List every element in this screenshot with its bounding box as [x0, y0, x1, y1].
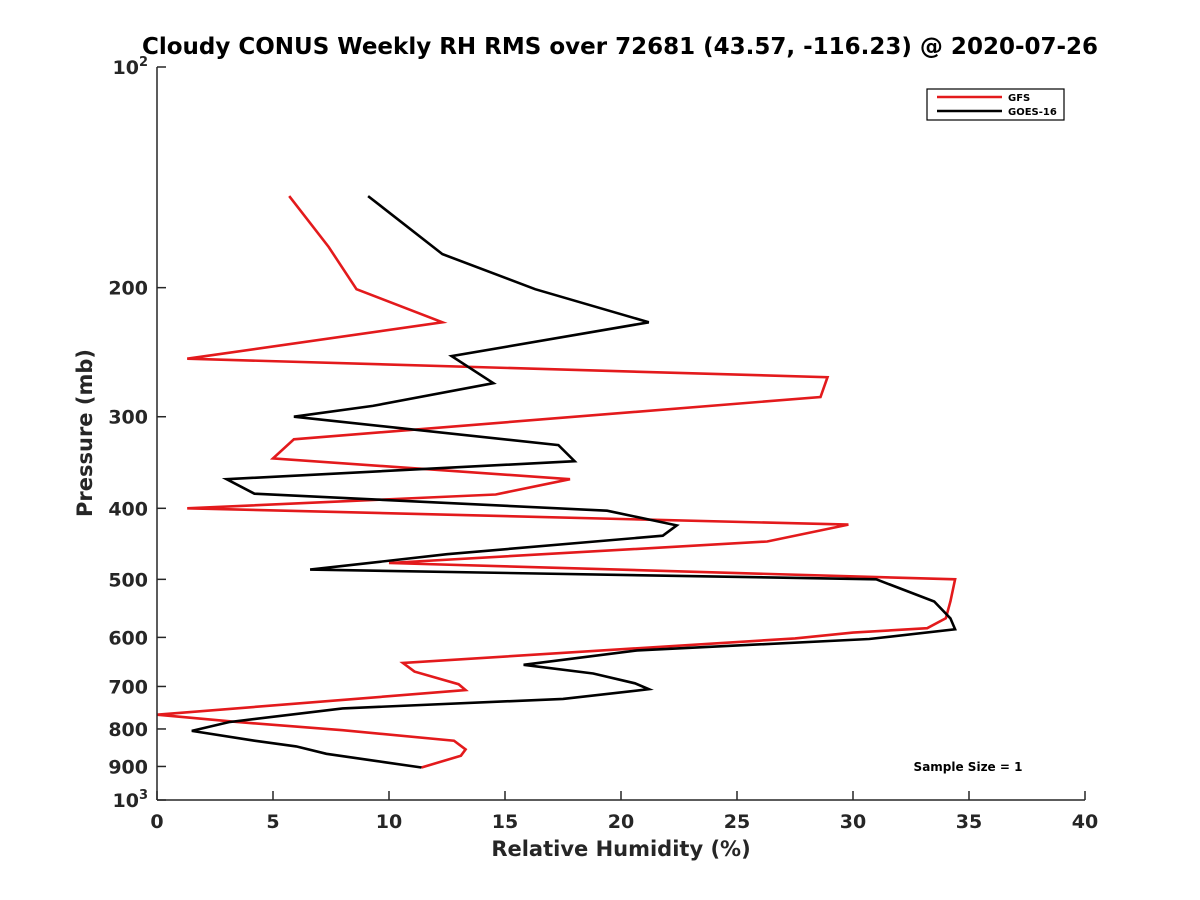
y-tick-label: 800: [108, 719, 148, 741]
y-tick-label: 700: [108, 676, 148, 698]
y-tick-label-exponent: 2: [139, 55, 148, 70]
series-line-goes16: [191, 195, 957, 769]
legend-box: [926, 88, 1065, 121]
y-tick-label: 200: [108, 278, 148, 300]
y-tick-label-base: 700: [108, 676, 148, 698]
series-line-gfs: [156, 195, 957, 769]
series-layer: [156, 195, 957, 769]
legend-label-goes16: GOES-16: [1008, 107, 1057, 118]
y-tick-label: 500: [108, 569, 148, 591]
y-tick-label-base: 300: [108, 407, 148, 429]
y-tick-label-base: 600: [108, 627, 148, 649]
y-tick-label-base: 800: [108, 719, 148, 741]
y-tick-label-base: 200: [108, 278, 148, 300]
y-tick-label-base: 10: [113, 790, 139, 812]
sample-size-note: Sample Size = 1: [914, 760, 1023, 774]
legend-label-gfs: GFS: [1008, 93, 1030, 104]
legend: GFS GOES-16: [926, 88, 1065, 121]
x-tick-label: 25: [724, 811, 750, 833]
chart-title: Cloudy CONUS Weekly RH RMS over 72681 (4…: [142, 34, 1098, 60]
y-tick-label: 103: [113, 788, 149, 812]
y-axis-label: Pressure (mb): [73, 349, 97, 517]
x-tick-label: 5: [266, 811, 279, 833]
y-tick-label: 102: [113, 55, 149, 79]
x-tick-label: 40: [1072, 811, 1098, 833]
x-tick-label: 35: [956, 811, 982, 833]
y-tick-label-exponent: 3: [139, 788, 148, 803]
y-tick-label: 400: [108, 498, 148, 520]
y-tick-label-base: 900: [108, 756, 148, 778]
y-tick-label-base: 10: [113, 57, 139, 79]
x-tick-label: 10: [376, 811, 402, 833]
x-tick-label: 0: [150, 811, 163, 833]
x-ticks: 0 5 10 15 20 25 30 35 40: [150, 791, 1098, 833]
y-tick-label-base: 500: [108, 569, 148, 591]
x-tick-label: 20: [608, 811, 634, 833]
y-tick-label-base: 400: [108, 498, 148, 520]
y-tick-label: 300: [108, 407, 148, 429]
y-tick-label: 600: [108, 627, 148, 649]
x-axis-label: Relative Humidity (%): [491, 837, 750, 861]
x-tick-label: 15: [492, 811, 518, 833]
x-tick-label: 30: [840, 811, 866, 833]
y-tick-label: 900: [108, 756, 148, 778]
